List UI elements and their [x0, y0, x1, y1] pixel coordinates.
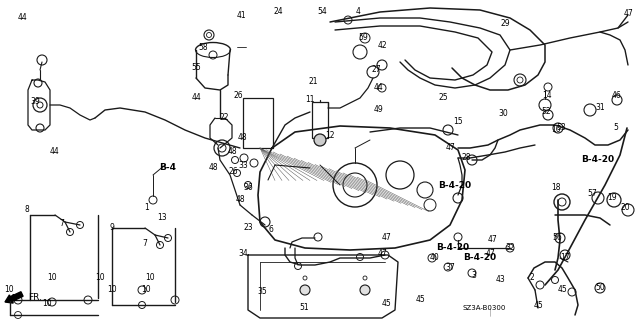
Text: 29: 29	[500, 19, 510, 28]
Text: 44: 44	[17, 13, 27, 23]
Text: 32: 32	[505, 243, 515, 253]
Text: 8: 8	[24, 205, 29, 214]
Text: 26: 26	[233, 92, 243, 100]
Text: 26: 26	[228, 167, 238, 175]
Text: 10: 10	[141, 286, 151, 294]
Text: 10: 10	[47, 272, 57, 281]
Circle shape	[360, 285, 370, 295]
Text: 58: 58	[198, 42, 208, 51]
Text: 59: 59	[358, 33, 368, 42]
Text: 44: 44	[50, 146, 60, 155]
Text: 17: 17	[560, 253, 570, 262]
Text: 22: 22	[220, 114, 228, 122]
Text: 47: 47	[488, 235, 498, 244]
Text: 47: 47	[623, 10, 633, 19]
Text: 1: 1	[145, 203, 149, 211]
Text: 10: 10	[95, 273, 105, 283]
Text: 49: 49	[374, 106, 384, 115]
Text: 37: 37	[445, 263, 455, 272]
Text: 20: 20	[620, 204, 630, 212]
Text: 47: 47	[382, 234, 392, 242]
Text: 10: 10	[42, 300, 52, 308]
Text: 46: 46	[612, 92, 622, 100]
Text: 10: 10	[4, 286, 14, 294]
Text: B-4-20: B-4-20	[581, 155, 614, 165]
Text: 7: 7	[60, 219, 65, 228]
Text: 48: 48	[237, 133, 247, 143]
Text: B-4-20: B-4-20	[436, 242, 470, 251]
Text: 10: 10	[107, 286, 117, 294]
Text: 30: 30	[498, 108, 508, 117]
Circle shape	[300, 285, 310, 295]
Text: 40: 40	[429, 254, 439, 263]
Text: 5: 5	[614, 122, 618, 131]
Text: 24: 24	[273, 6, 283, 16]
Text: 48: 48	[208, 164, 218, 173]
Text: 3: 3	[472, 271, 476, 279]
Text: 14: 14	[542, 92, 552, 100]
Text: 16: 16	[551, 125, 561, 135]
Text: 23: 23	[243, 224, 253, 233]
Text: 9: 9	[109, 224, 115, 233]
Text: 15: 15	[453, 116, 463, 125]
Text: 41: 41	[236, 11, 246, 19]
Text: 45: 45	[382, 299, 392, 308]
Bar	[243, 98, 273, 148]
Text: 11: 11	[305, 95, 315, 105]
Text: B-4-20: B-4-20	[463, 254, 497, 263]
Text: 2: 2	[530, 273, 534, 283]
Text: 48: 48	[227, 147, 237, 157]
Text: 33: 33	[238, 160, 248, 169]
Text: 52: 52	[541, 108, 551, 116]
Text: 4: 4	[356, 6, 360, 16]
Text: 47: 47	[446, 144, 456, 152]
Text: 45: 45	[416, 295, 426, 305]
Text: 10: 10	[145, 273, 155, 283]
Text: 28: 28	[461, 152, 471, 161]
Text: 44: 44	[192, 93, 202, 101]
Text: FR.: FR.	[28, 293, 42, 302]
Text: 42: 42	[377, 41, 387, 49]
Text: B-4-20: B-4-20	[438, 181, 472, 189]
Text: 34: 34	[238, 249, 248, 258]
Text: 43: 43	[495, 276, 505, 285]
Text: 53: 53	[556, 123, 566, 132]
Bar	[312, 102, 328, 138]
Text: 35: 35	[257, 287, 267, 296]
Text: 36: 36	[243, 183, 253, 192]
Text: B-4: B-4	[159, 164, 177, 173]
Text: 55: 55	[191, 63, 201, 71]
Text: 6: 6	[269, 226, 273, 234]
Circle shape	[314, 134, 326, 146]
Text: 19: 19	[607, 194, 617, 203]
Text: 57: 57	[587, 189, 597, 197]
Text: 51: 51	[299, 302, 309, 311]
Text: 27: 27	[371, 65, 381, 75]
Text: 12: 12	[325, 130, 335, 139]
Text: 47: 47	[378, 249, 388, 257]
Text: 39: 39	[30, 97, 40, 106]
Text: 47: 47	[485, 249, 495, 257]
Text: 7: 7	[143, 240, 147, 249]
FancyArrow shape	[5, 292, 23, 303]
Text: 48: 48	[235, 196, 245, 204]
Text: 56: 56	[552, 233, 562, 241]
Text: SZ3A-B0300: SZ3A-B0300	[462, 305, 506, 311]
Text: 13: 13	[157, 213, 167, 222]
Text: 44: 44	[373, 84, 383, 93]
Text: 54: 54	[317, 6, 327, 16]
Text: 21: 21	[308, 78, 317, 86]
Text: 31: 31	[595, 102, 605, 112]
Text: 18: 18	[551, 183, 561, 192]
Text: 50: 50	[595, 284, 605, 293]
Text: 45: 45	[558, 286, 568, 294]
Text: 25: 25	[438, 93, 448, 102]
Text: 45: 45	[533, 301, 543, 310]
